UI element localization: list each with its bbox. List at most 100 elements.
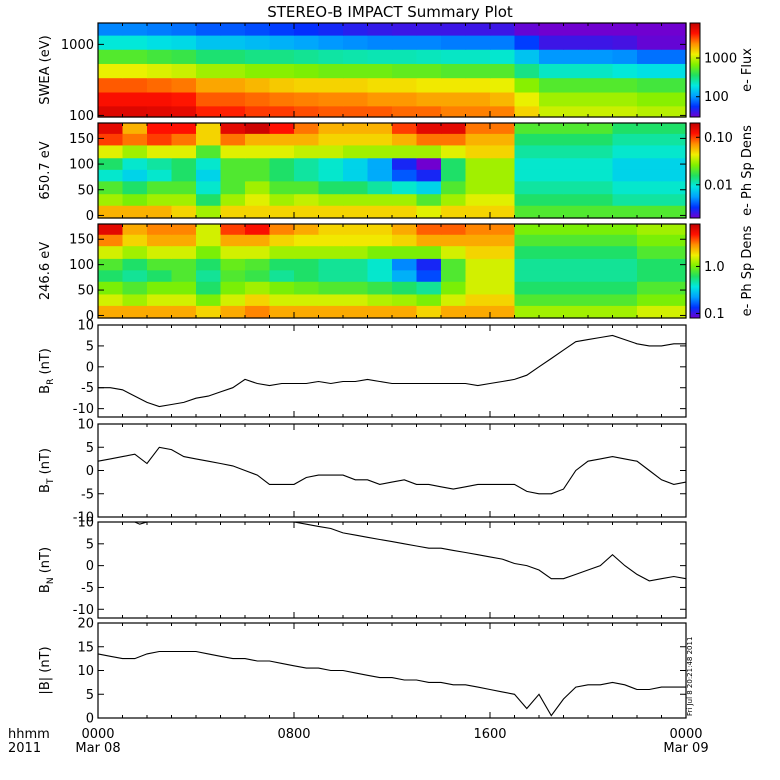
heatmap-cell xyxy=(490,193,516,206)
heatmap-cell xyxy=(343,205,369,219)
heatmap-cell xyxy=(318,305,344,319)
heatmap-cell xyxy=(171,169,197,182)
heatmap-cell xyxy=(514,180,540,195)
heatmap-cell xyxy=(269,133,295,146)
heatmap-cell xyxy=(588,245,614,259)
heatmap-cell xyxy=(269,105,295,118)
heatmap-cell xyxy=(343,258,369,271)
heatmap-cell xyxy=(539,133,565,146)
heatmap-cell xyxy=(588,305,614,319)
heatmap-cell xyxy=(147,281,173,295)
y-tick-label: 10 xyxy=(77,664,94,679)
heatmap-cell xyxy=(147,63,173,79)
heatmap-cell xyxy=(343,91,369,107)
heatmap-cell xyxy=(196,234,222,247)
heatmap-cell xyxy=(514,258,540,271)
heatmap-cell xyxy=(196,77,222,93)
y-tick-label: 0 xyxy=(86,712,94,727)
heatmap-cell xyxy=(392,234,418,247)
heatmap-cell xyxy=(392,269,418,282)
heatmap-cell xyxy=(588,269,614,282)
heatmap-cell xyxy=(416,224,442,235)
heatmap-cell xyxy=(367,269,393,282)
heatmap-cell xyxy=(441,169,467,182)
heatmap-cell xyxy=(490,305,516,319)
heatmap-cell xyxy=(343,245,369,259)
heatmap-cell xyxy=(171,193,197,206)
heatmap-cell xyxy=(465,49,491,64)
heatmap-cell xyxy=(98,63,124,79)
heatmap-cell xyxy=(122,169,148,182)
heatmap-cell xyxy=(122,293,148,306)
heatmap-cell xyxy=(539,157,565,170)
heatmap-cell xyxy=(514,23,540,36)
heatmap-cell xyxy=(563,133,589,146)
heatmap-cell xyxy=(661,123,687,134)
heatmap-cell xyxy=(612,123,638,134)
heatmap-cell xyxy=(514,293,540,306)
y-axis-label: 246.6 eV xyxy=(38,242,53,300)
heatmap-cell xyxy=(98,123,124,134)
heatmap-cell xyxy=(514,157,540,170)
heatmap-cell xyxy=(245,234,271,247)
heatmap-cell xyxy=(588,193,614,206)
heatmap-cell xyxy=(220,157,246,170)
heatmap-cell xyxy=(416,293,442,306)
heatmap-cell xyxy=(441,77,467,93)
heatmap-cell xyxy=(539,305,565,319)
heatmap-cell xyxy=(441,234,467,247)
heatmap-cell xyxy=(245,305,271,319)
heatmap-cell xyxy=(588,281,614,295)
heatmap-cell xyxy=(147,77,173,93)
heatmap-cell xyxy=(220,224,246,235)
heatmap-cell xyxy=(171,49,197,64)
heatmap-cell xyxy=(269,234,295,247)
heatmap-cell xyxy=(539,205,565,219)
heatmap-cell xyxy=(490,205,516,219)
heatmap-cell xyxy=(465,180,491,195)
heatmap-cell xyxy=(465,281,491,295)
heatmap-cell xyxy=(490,234,516,247)
y-tick-label: 100 xyxy=(69,158,94,173)
heatmap-cell xyxy=(294,144,320,159)
heatmap-cell xyxy=(539,49,565,64)
heatmap-cell xyxy=(367,77,393,93)
heatmap-cell xyxy=(367,293,393,306)
heatmap-cell xyxy=(269,157,295,170)
heatmap-cell xyxy=(98,269,124,282)
heatmap-cell xyxy=(122,157,148,170)
heatmap-cell xyxy=(318,169,344,182)
panel-pad246: 0.1 1.0 e- Ph Sp Dens 0 50 100 150 246.6 eV xyxy=(38,223,755,324)
heatmap-cell xyxy=(220,133,246,146)
heatmap-cell xyxy=(122,133,148,146)
heatmap-cell xyxy=(465,305,491,319)
colorbar-swea: 100 1000 e- Flux xyxy=(689,22,755,118)
heatmap-cell xyxy=(269,193,295,206)
heatmap-cell xyxy=(539,180,565,195)
heatmap-cell xyxy=(171,234,197,247)
heatmap-cell xyxy=(147,205,173,219)
heatmap-cell xyxy=(147,133,173,146)
heatmap-cell xyxy=(220,234,246,247)
heatmap-cell xyxy=(416,193,442,206)
heatmap-cell xyxy=(269,144,295,159)
heatmap-cell xyxy=(171,35,197,50)
heatmap-cell xyxy=(245,49,271,64)
heatmap-cell xyxy=(98,205,124,219)
heatmap-cell xyxy=(612,63,638,79)
y-tick-label: -5 xyxy=(81,487,94,502)
heatmap-cell xyxy=(392,180,418,195)
heatmap-cell xyxy=(416,23,442,36)
heatmap-cell xyxy=(563,281,589,295)
y-tick-label: -10 xyxy=(73,511,94,526)
heatmap-cell xyxy=(343,305,369,319)
heatmap-cell xyxy=(220,180,246,195)
heatmap-cell xyxy=(122,49,148,64)
timestamp-stamp: Fri Jul 8 20:21:48 2011 xyxy=(686,637,694,716)
x-axis-row1-label: hhmm xyxy=(8,727,50,742)
heatmap-cell xyxy=(514,193,540,206)
heatmap-cell xyxy=(196,169,222,182)
heatmap-cell xyxy=(563,23,589,36)
heatmap-cell xyxy=(294,269,320,282)
heatmap-cell xyxy=(122,269,148,282)
